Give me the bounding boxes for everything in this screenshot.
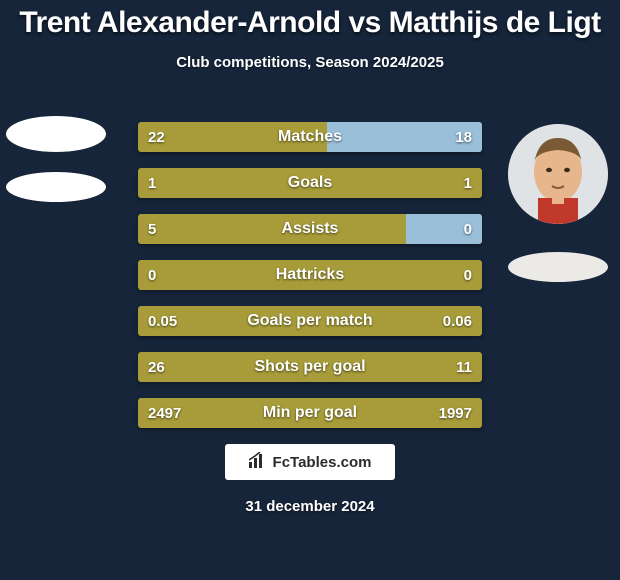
stat-label: Goals per match — [138, 306, 482, 336]
stat-bar: 24971997Min per goal — [138, 398, 482, 428]
stat-bar: 0.050.06Goals per match — [138, 306, 482, 336]
stat-bar: 00Hattricks — [138, 260, 482, 290]
player-right-avatar — [508, 124, 608, 224]
stat-label: Goals — [138, 168, 482, 198]
page-title: Trent Alexander-Arnold vs Matthijs de Li… — [0, 0, 620, 40]
stat-label: Matches — [138, 122, 482, 152]
player-left-club-badge — [6, 172, 106, 202]
stat-bar: 11Goals — [138, 168, 482, 198]
player-left-block — [6, 116, 112, 202]
stat-bar: 50Assists — [138, 214, 482, 244]
stat-label: Assists — [138, 214, 482, 244]
stat-bar: 2611Shots per goal — [138, 352, 482, 382]
player-right-block — [508, 124, 614, 282]
stat-label: Shots per goal — [138, 352, 482, 382]
comparison-infographic: Trent Alexander-Arnold vs Matthijs de Li… — [0, 0, 620, 580]
stat-bars: 2218Matches 11Goals 50Assists 00Hattricks 0.… — [138, 122, 482, 444]
stat-bar: 2218Matches — [138, 122, 482, 152]
stat-label: Min per goal — [138, 398, 482, 428]
bars-icon — [249, 452, 267, 472]
player-left-avatar — [6, 116, 106, 152]
subtitle: Club competitions, Season 2024/2025 — [0, 54, 620, 71]
source-text: FcTables.com — [273, 454, 372, 471]
player-right-avatar-svg — [508, 124, 608, 224]
stat-label: Hattricks — [138, 260, 482, 290]
footer-date: 31 december 2024 — [0, 498, 620, 515]
source-badge: FcTables.com — [225, 444, 395, 480]
player-right-club-badge — [508, 252, 608, 282]
